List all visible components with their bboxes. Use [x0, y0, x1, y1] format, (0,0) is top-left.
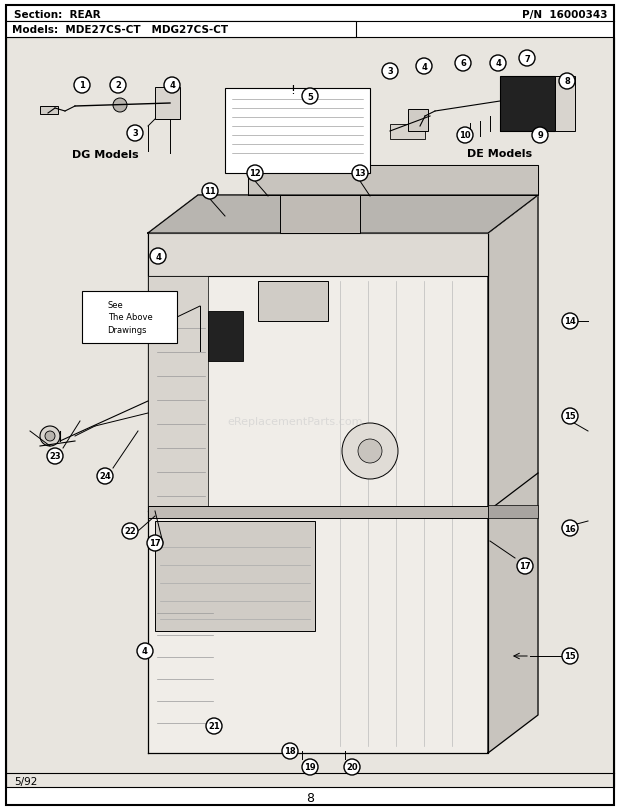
Text: 3: 3 — [132, 129, 138, 139]
Circle shape — [113, 99, 127, 113]
Text: 24: 24 — [99, 472, 111, 481]
Circle shape — [562, 409, 578, 424]
Bar — [82, 292, 177, 344]
Text: 9: 9 — [537, 131, 543, 140]
Circle shape — [302, 759, 318, 775]
Circle shape — [164, 78, 180, 94]
Circle shape — [352, 165, 368, 182]
Text: 4: 4 — [495, 59, 501, 68]
Circle shape — [45, 431, 55, 441]
Bar — [500, 77, 555, 132]
Circle shape — [517, 558, 533, 574]
Text: 1: 1 — [79, 81, 85, 90]
Bar — [280, 195, 360, 234]
Circle shape — [150, 249, 166, 264]
Circle shape — [532, 128, 548, 144]
Bar — [258, 281, 328, 322]
Bar — [148, 277, 208, 512]
Circle shape — [74, 78, 90, 94]
Text: !: ! — [291, 84, 296, 97]
Text: 12: 12 — [249, 169, 261, 178]
Text: 10: 10 — [459, 131, 471, 140]
Text: 5/92: 5/92 — [14, 776, 37, 786]
Circle shape — [455, 56, 471, 72]
Bar — [390, 125, 425, 139]
Circle shape — [110, 78, 126, 94]
Circle shape — [40, 427, 60, 446]
Text: 4: 4 — [421, 62, 427, 71]
Bar — [40, 107, 58, 115]
Text: DG Models: DG Models — [72, 150, 138, 160]
Text: 6: 6 — [460, 59, 466, 68]
Text: 19: 19 — [304, 762, 316, 771]
Text: DE Models: DE Models — [467, 148, 533, 159]
Circle shape — [137, 643, 153, 659]
Polygon shape — [248, 165, 538, 195]
Polygon shape — [148, 234, 488, 753]
Text: 17: 17 — [519, 562, 531, 571]
Bar — [225, 89, 370, 174]
Text: 7: 7 — [524, 54, 530, 63]
Circle shape — [358, 440, 382, 463]
Circle shape — [416, 59, 432, 75]
Text: 2: 2 — [115, 81, 121, 90]
Text: 15: 15 — [564, 652, 576, 661]
Text: 21: 21 — [208, 722, 220, 731]
Polygon shape — [488, 195, 538, 753]
Circle shape — [342, 423, 398, 479]
Text: See
The Above
Drawings: See The Above Drawings — [108, 301, 153, 335]
Circle shape — [490, 56, 506, 72]
Text: 20: 20 — [346, 762, 358, 771]
Circle shape — [202, 184, 218, 200]
Text: Models:  MDE27CS-CT   MDG27CS-CT: Models: MDE27CS-CT MDG27CS-CT — [12, 25, 228, 35]
Circle shape — [206, 718, 222, 734]
Text: 8: 8 — [564, 77, 570, 87]
Circle shape — [282, 743, 298, 759]
Bar — [555, 77, 575, 132]
Text: 3: 3 — [387, 67, 393, 76]
Text: 22: 22 — [124, 527, 136, 536]
Circle shape — [344, 759, 360, 775]
Bar — [148, 506, 488, 518]
Circle shape — [47, 448, 63, 465]
Bar — [208, 311, 243, 362]
Bar — [6, 22, 356, 38]
Polygon shape — [148, 195, 538, 234]
Circle shape — [457, 128, 473, 144]
Text: eReplacementParts.com: eReplacementParts.com — [228, 417, 363, 427]
Bar — [148, 234, 488, 277]
Circle shape — [562, 521, 578, 536]
Text: 15: 15 — [564, 412, 576, 421]
Bar — [155, 88, 180, 120]
Bar — [408, 109, 428, 132]
Circle shape — [519, 51, 535, 67]
Circle shape — [97, 469, 113, 484]
Text: 4: 4 — [169, 81, 175, 90]
Text: 4: 4 — [155, 252, 161, 261]
Text: 11: 11 — [204, 187, 216, 196]
Text: 17: 17 — [149, 539, 161, 547]
Text: 16: 16 — [564, 524, 576, 533]
Bar — [155, 521, 315, 631]
Circle shape — [562, 314, 578, 329]
Polygon shape — [148, 195, 538, 234]
Bar — [488, 505, 538, 518]
Text: 4: 4 — [142, 646, 148, 655]
Circle shape — [559, 74, 575, 90]
Circle shape — [562, 648, 578, 664]
Text: 5: 5 — [307, 92, 313, 101]
Circle shape — [382, 64, 398, 80]
Circle shape — [122, 523, 138, 539]
Text: 14: 14 — [564, 317, 576, 326]
Text: 18: 18 — [284, 747, 296, 756]
Circle shape — [147, 535, 163, 551]
Text: 13: 13 — [354, 169, 366, 178]
Text: P/N  16000343: P/N 16000343 — [523, 10, 608, 20]
Circle shape — [247, 165, 263, 182]
Text: Section:  REAR: Section: REAR — [14, 10, 100, 20]
Circle shape — [302, 89, 318, 105]
Text: 8: 8 — [306, 792, 314, 805]
Circle shape — [127, 126, 143, 142]
Text: 23: 23 — [49, 452, 61, 461]
